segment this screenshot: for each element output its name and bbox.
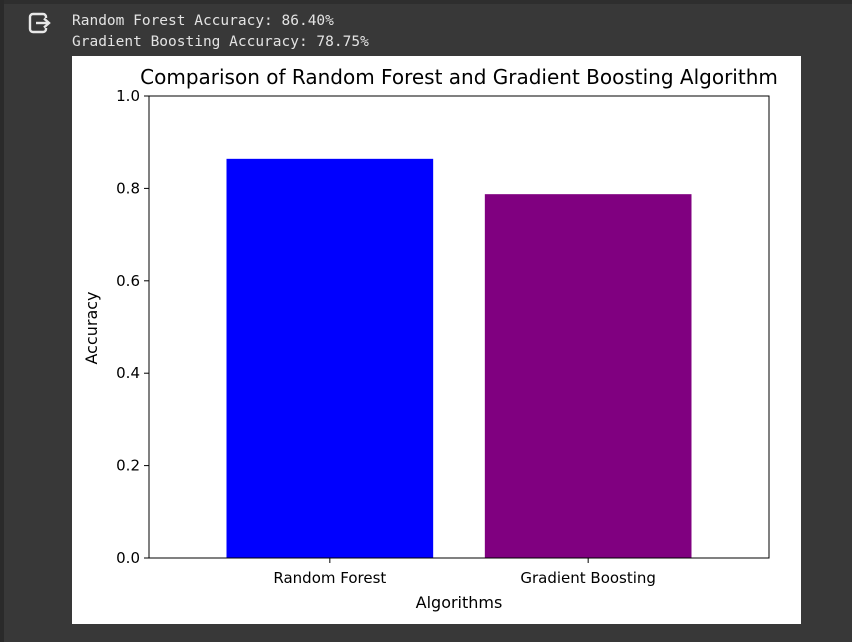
x-axis-label: Algorithms — [416, 593, 503, 612]
y-tick-label: 0.2 — [116, 457, 140, 475]
stdout-line: Random Forest Accuracy: 86.40% — [72, 13, 334, 29]
x-tick-label: Random Forest — [273, 569, 386, 587]
stdout-text: Random Forest Accuracy: 86.40% Gradient B… — [72, 11, 369, 53]
chart-figure: Comparison of Random Forest and Gradient… — [72, 56, 801, 624]
bar — [226, 158, 434, 558]
cell-gutter — [0, 0, 4, 642]
y-tick-label: 0.8 — [116, 179, 140, 197]
y-tick-label: 0.4 — [116, 364, 140, 382]
x-tick-label: Gradient Boosting — [520, 569, 656, 587]
bar-chart: Comparison of Random Forest and Gradient… — [82, 65, 778, 612]
stdout-line: Gradient Boosting Accuracy: 78.75% — [72, 34, 369, 50]
chart-title: Comparison of Random Forest and Gradient… — [140, 65, 778, 89]
output-redirect-icon[interactable] — [26, 10, 54, 38]
bar — [484, 194, 692, 559]
cell-divider — [0, 0, 852, 4]
y-axis-label: Accuracy — [82, 291, 101, 364]
y-tick-label: 0.6 — [116, 272, 140, 290]
plot-frame — [148, 95, 770, 559]
y-tick-label: 1.0 — [116, 87, 140, 105]
y-tick-label: 0.0 — [116, 549, 140, 567]
